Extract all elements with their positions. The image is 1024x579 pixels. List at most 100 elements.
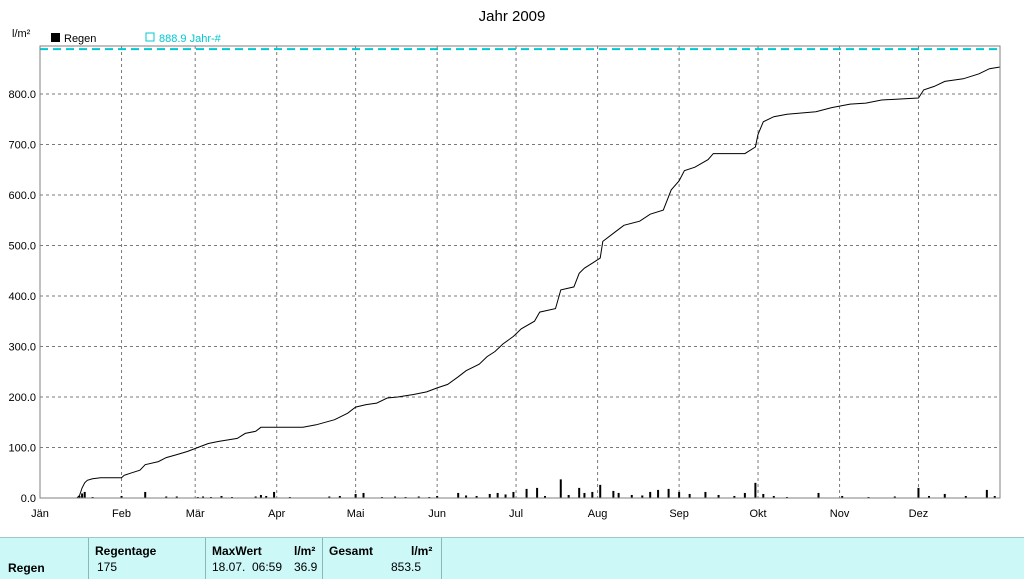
x-tick-label: Aug <box>588 508 608 520</box>
rain-bar <box>599 484 602 498</box>
rain-bar <box>733 495 736 498</box>
rain-bar <box>81 493 84 498</box>
rain-bar <box>762 493 765 498</box>
y-tick-label: 600.0 <box>8 190 36 202</box>
rain-bar <box>231 496 233 498</box>
rain-bar <box>649 491 652 498</box>
rain-bar <box>630 494 633 498</box>
x-tick-label: Okt <box>749 508 766 520</box>
rain-bar <box>488 493 491 498</box>
y-tick-label: 500.0 <box>8 240 36 252</box>
x-tick-label: Jul <box>509 508 523 520</box>
y-tick-label: 300.0 <box>8 341 36 353</box>
y-tick-label: 200.0 <box>8 392 36 404</box>
rain-bar <box>841 495 844 498</box>
regentage-header: Regentage <box>95 544 157 558</box>
y-tick-label: 0.0 <box>21 493 36 505</box>
gesamt-unit: l/m² <box>411 544 433 558</box>
rain-bar <box>583 492 586 498</box>
rain-bar <box>254 496 257 498</box>
maxwert-header: MaxWert <box>212 544 262 558</box>
legend-reference-label: 888.9 Jahr-# <box>159 33 222 45</box>
rain-bar <box>927 495 930 498</box>
rain-bar <box>394 496 397 498</box>
y-tick-label: 400.0 <box>8 291 36 303</box>
rain-bar <box>536 487 539 498</box>
stats-panel: Regen Regentage 175 MaxWert l/m² 18.07. … <box>0 537 1024 579</box>
rain-bar <box>567 494 570 498</box>
x-tick-label: Mär <box>186 508 205 520</box>
rain-bar <box>612 490 615 498</box>
rain-bar <box>591 491 594 498</box>
y-tick-labels: 0.0 100.0 200.0 300.0 400.0 500.0 600.0 700.0 80… <box>8 89 36 505</box>
stats-regentage-cell: Regentage 175 <box>89 538 206 579</box>
rain-bar <box>220 495 223 498</box>
rain-bar <box>362 492 365 498</box>
x-tick-label: Nov <box>830 508 850 520</box>
rain-bar <box>743 492 746 498</box>
rain-bar <box>512 491 515 498</box>
stats-row-label: Regen <box>8 561 45 575</box>
maxwert-unit: l/m² <box>294 544 316 558</box>
rain-bar <box>465 495 468 498</box>
maxwert-time: 06:59 <box>252 560 283 574</box>
rain-bar <box>496 492 499 498</box>
legend-reference-swatch <box>145 32 155 42</box>
x-tick-label: Apr <box>268 508 285 520</box>
rain-bar <box>504 494 507 498</box>
maxwert-date: 18.07. <box>212 560 246 574</box>
rain-bar <box>288 496 291 498</box>
grid-lines <box>40 46 1000 498</box>
cumulative-rain-line-group <box>40 66 1001 499</box>
rain-bar <box>475 495 478 498</box>
rain-bar <box>943 493 946 498</box>
daily-rain-bars <box>78 479 996 498</box>
rain-bar <box>78 495 81 498</box>
rain-bar <box>436 495 439 498</box>
rain-bar <box>754 482 757 498</box>
rain-bar <box>785 496 788 498</box>
y-tick-label: 700.0 <box>8 139 36 151</box>
rain-bar <box>893 496 896 498</box>
rain-chart: Jahr 2009 l/m² Regen 888.9 Jahr-# 0.0 100… <box>8 8 1001 520</box>
stats-label-cell: Regen <box>0 538 89 579</box>
rain-bar <box>91 496 94 498</box>
rain-bar <box>578 487 581 498</box>
rain-bar <box>120 495 123 498</box>
rain-bar <box>772 495 775 498</box>
stats-maxwert-cell: MaxWert l/m² 18.07. 06:59 36.9 <box>206 538 323 579</box>
rain-bar <box>175 496 178 498</box>
rain-bar <box>404 496 407 498</box>
x-tick-label: Dez <box>909 508 929 520</box>
rain-bar <box>165 496 168 498</box>
rain-bar <box>525 488 528 498</box>
rain-bar <box>543 495 546 498</box>
rain-bar <box>328 496 331 498</box>
x-tick-label: Sep <box>669 508 689 520</box>
rain-bar <box>354 493 357 498</box>
rain-bar <box>617 492 620 498</box>
rain-bar <box>417 496 420 498</box>
rain-bar <box>964 495 967 498</box>
y-axis-unit: l/m² <box>12 28 31 40</box>
gesamt-value: 853.5 <box>391 560 422 574</box>
rain-bar <box>867 496 870 498</box>
rain-bar <box>678 491 681 498</box>
rain-bar <box>717 494 720 498</box>
rain-bar <box>380 496 383 498</box>
plot-frame <box>39 45 1001 499</box>
rain-bar <box>817 492 820 498</box>
rain-bar <box>457 492 460 498</box>
y-tick-label: 800.0 <box>8 89 36 101</box>
rain-bar <box>338 495 341 498</box>
chart-title: Jahr 2009 <box>479 8 546 25</box>
rain-bar <box>704 491 707 498</box>
x-tick-label: Jun <box>428 508 446 520</box>
rain-bar <box>209 496 212 498</box>
x-tick-label: Mai <box>347 508 365 520</box>
cumulative-rain-line <box>40 66 1001 499</box>
rain-bar <box>985 489 988 498</box>
rain-bar <box>273 491 276 498</box>
plot-area <box>40 46 1000 498</box>
rain-bar <box>657 489 660 498</box>
